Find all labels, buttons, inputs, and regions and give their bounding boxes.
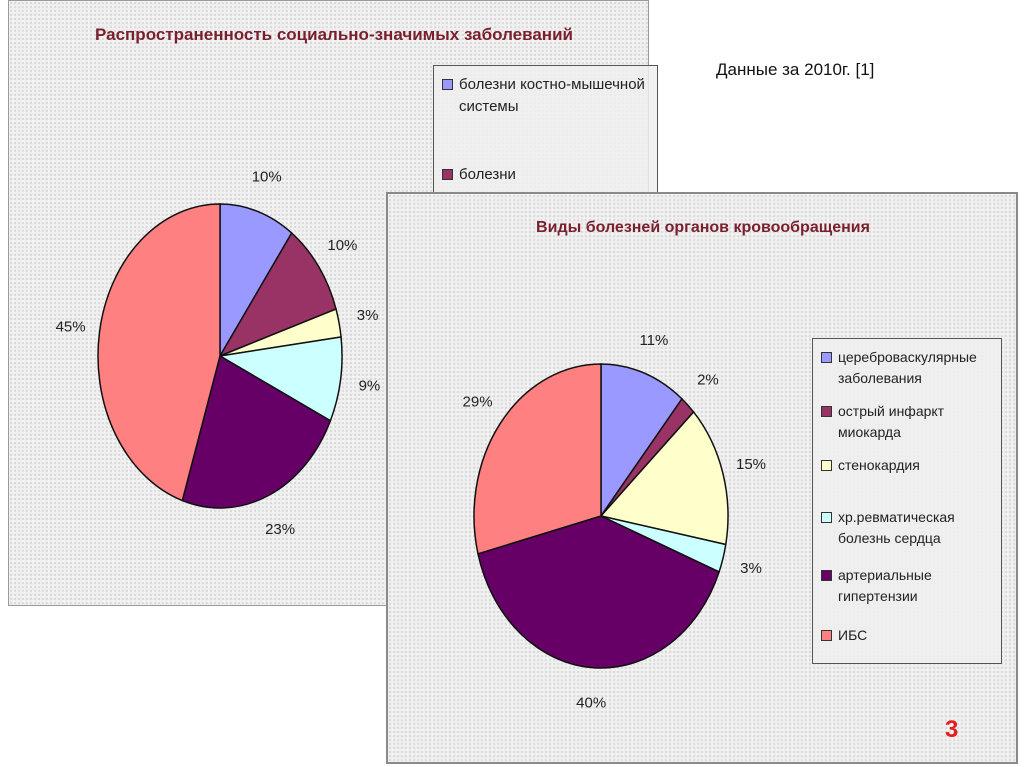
pie-slice bbox=[599, 410, 729, 546]
slice-label: 3% bbox=[740, 560, 762, 577]
slice-label: 10% bbox=[327, 237, 357, 254]
slice-label: 9% bbox=[359, 377, 381, 394]
legend-swatch bbox=[821, 406, 832, 417]
legend-item: артериальные гипертензии bbox=[821, 565, 1001, 607]
legend-item: болезни костно-мышечной системы bbox=[442, 74, 657, 118]
legend-item: острый инфаркт миокарда bbox=[821, 401, 1001, 443]
pie-slice bbox=[473, 363, 602, 555]
page-number: 3 bbox=[945, 716, 959, 743]
legend-item: цереброваскулярные заболевания bbox=[821, 347, 1001, 389]
legend-swatch bbox=[821, 630, 832, 641]
legend-item: ИБС bbox=[821, 625, 867, 646]
chart-title: Виды болезней органов кровообращения bbox=[536, 219, 870, 236]
slice-label: 40% bbox=[576, 695, 606, 712]
legend-label: болезни костно-мышечной системы bbox=[459, 76, 645, 115]
slice-label: 2% bbox=[697, 372, 719, 389]
legend-prevalence: болезни костно-мышечной системы болезни bbox=[433, 65, 658, 193]
legend-swatch bbox=[821, 512, 832, 523]
chart-title: Распространенность социально-значимых за… bbox=[95, 25, 573, 44]
pie-slice bbox=[181, 354, 332, 509]
legend-swatch bbox=[442, 169, 453, 180]
slice-label: 11% bbox=[639, 332, 668, 349]
legend-swatch bbox=[442, 79, 453, 90]
pie-slice bbox=[218, 231, 337, 358]
slice-label: 3% bbox=[357, 307, 379, 324]
chart-circulatory-panel: Виды болезней органов кровообращения 11%… bbox=[386, 192, 1018, 764]
legend-label: стенокардия bbox=[838, 457, 920, 473]
legend-item: хр.ревматическая болезнь сердца bbox=[821, 507, 1001, 549]
legend-label: артериальные гипертензии bbox=[838, 567, 932, 604]
legend-label: ИБС bbox=[838, 627, 868, 643]
pie-slice bbox=[217, 336, 343, 422]
legend-item: стенокардия bbox=[821, 455, 920, 476]
pie-slice bbox=[477, 515, 721, 669]
legend-circulatory: цереброваскулярные заболевания острый инф… bbox=[812, 338, 1002, 664]
legend-label: хр.ревматическая болезнь сердца bbox=[838, 509, 955, 546]
legend-label: цереброваскулярные заболевания bbox=[838, 349, 977, 386]
pie-slice bbox=[600, 363, 683, 519]
legend-swatch bbox=[821, 352, 832, 363]
legend-label: болезни bbox=[459, 166, 516, 183]
pie-slice bbox=[97, 203, 221, 502]
slice-label: 15% bbox=[736, 456, 766, 473]
slice-label: 10% bbox=[252, 169, 282, 186]
legend-label: острый инфаркт миокарда bbox=[838, 403, 945, 440]
slice-label: 45% bbox=[56, 319, 86, 336]
slice-label: 23% bbox=[265, 521, 295, 538]
legend-item: болезни bbox=[442, 164, 516, 186]
legend-swatch bbox=[821, 570, 832, 581]
pie-chart-circulatory: 11% 2% 15% 3% 40% 29% bbox=[463, 332, 766, 712]
legend-swatch bbox=[821, 460, 832, 471]
pie-slice bbox=[219, 203, 293, 359]
pie-chart-prevalence: 10% 10% 3% 9% 23% 45% bbox=[56, 169, 381, 538]
data-source-note: Данные за 2010г. [1] bbox=[716, 60, 875, 79]
slice-label: 29% bbox=[463, 393, 493, 410]
